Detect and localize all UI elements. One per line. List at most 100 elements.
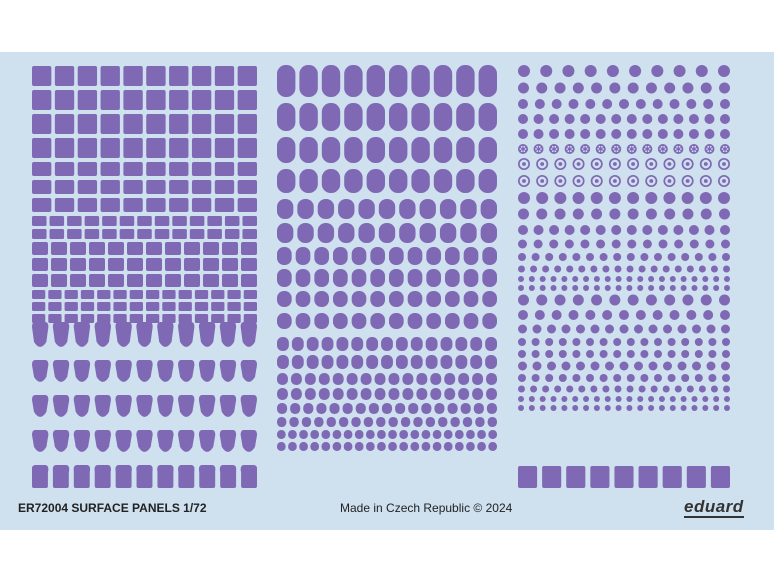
round-panel — [614, 385, 622, 393]
rect-panel — [207, 229, 222, 239]
round-panel — [518, 324, 527, 334]
tapered-panel — [219, 322, 237, 347]
port-center — [722, 162, 726, 166]
round-panel — [593, 405, 600, 411]
round-panel — [545, 374, 554, 382]
tapered-panel — [94, 395, 111, 417]
round-panel — [554, 294, 566, 306]
oval-panel — [430, 388, 442, 400]
round-panel — [627, 192, 640, 204]
round-panel — [518, 265, 525, 273]
round-panel — [578, 265, 586, 273]
oval-panel — [332, 430, 342, 439]
round-panel — [648, 276, 655, 282]
oval-panel — [366, 65, 385, 97]
rect-panel — [84, 216, 100, 226]
round-panel — [657, 129, 668, 139]
round-panel — [586, 253, 594, 261]
vent-hole — [616, 150, 619, 153]
oval-panel — [486, 403, 497, 414]
round-panel — [654, 350, 662, 358]
oval-panel — [407, 247, 423, 265]
oval-panel — [445, 313, 460, 329]
round-panel — [599, 253, 608, 261]
round-panel — [518, 374, 526, 382]
oval-panel — [314, 269, 329, 287]
oval-panel — [333, 247, 348, 265]
tapered-panel — [178, 322, 195, 347]
round-panel — [686, 99, 697, 109]
vent-hole — [663, 145, 665, 148]
port-center — [594, 179, 599, 183]
vent-hole — [585, 150, 588, 153]
round-panel — [580, 129, 591, 139]
round-panel — [528, 405, 535, 411]
oval-panel — [366, 137, 385, 163]
round-panel — [635, 310, 646, 320]
oval-panel — [344, 65, 363, 97]
round-panel — [673, 129, 684, 139]
oval-panel — [445, 247, 460, 265]
rect-panel — [169, 180, 189, 194]
oval-panel — [440, 355, 453, 369]
round-panel — [518, 129, 528, 139]
rect-panel — [146, 90, 166, 110]
round-panel — [627, 239, 637, 249]
round-panel — [626, 114, 637, 124]
round-panel — [713, 276, 720, 282]
vent-hole — [679, 148, 682, 150]
oval-panel — [482, 247, 497, 265]
rect-panel — [154, 216, 170, 226]
round-panel — [702, 285, 709, 291]
round-panel — [698, 385, 706, 393]
rect-panel — [32, 162, 52, 176]
vent-hole — [569, 145, 572, 148]
rect-panel — [194, 302, 209, 311]
round-panel — [619, 361, 629, 371]
round-panel — [599, 338, 608, 346]
round-panel — [704, 225, 715, 235]
round-panel — [724, 285, 730, 291]
round-panel — [710, 385, 718, 393]
round-panel — [558, 253, 567, 261]
oval-panel — [411, 103, 430, 131]
round-panel — [662, 385, 670, 393]
rect-panel — [77, 114, 98, 134]
tapered-panel — [157, 430, 174, 452]
tapered-panel — [240, 430, 257, 452]
oval-panel — [295, 291, 311, 307]
round-panel — [720, 144, 730, 154]
round-panel — [626, 350, 635, 358]
rect-panel — [119, 216, 135, 226]
rect-panel — [32, 229, 47, 239]
oval-panel — [343, 430, 353, 439]
rect-panel — [54, 162, 75, 176]
rect-panel — [241, 274, 257, 287]
vent-hole — [706, 148, 708, 150]
round-panel — [539, 405, 546, 411]
tapered-panel — [219, 395, 237, 417]
rect-panel — [129, 314, 143, 323]
round-panel — [590, 192, 603, 204]
round-panel — [704, 129, 715, 139]
square-panel — [686, 466, 706, 488]
oval-panel — [360, 373, 372, 385]
round-panel — [609, 208, 621, 220]
round-panel — [518, 405, 524, 411]
round-panel — [564, 225, 575, 235]
round-panel — [720, 99, 730, 109]
rect-panel — [154, 229, 170, 239]
round-panel — [583, 276, 590, 282]
rect-panel — [203, 258, 219, 271]
round-panel — [645, 294, 657, 306]
round-panel — [650, 385, 658, 393]
rect-panel — [169, 138, 189, 158]
tapered-panel — [240, 360, 257, 382]
rect-panel — [203, 274, 219, 287]
round-panel — [677, 361, 687, 371]
round-panel — [654, 374, 662, 382]
round-panel — [619, 99, 629, 109]
oval-panel — [411, 169, 430, 193]
square-panel — [518, 466, 538, 488]
port-center — [594, 162, 599, 166]
